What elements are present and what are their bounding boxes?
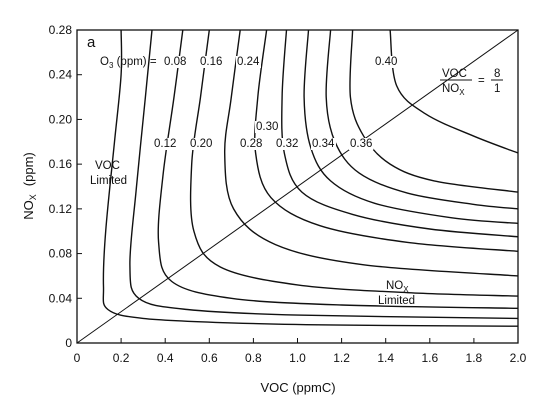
isopleth-0.28 xyxy=(254,29,519,252)
curve-label-0.08: 0.08 xyxy=(164,56,186,68)
y-tick-label: 0.16 xyxy=(49,157,73,171)
x-tick-label: 0 xyxy=(74,351,81,365)
x-tick-label: 0.6 xyxy=(201,351,218,365)
x-tick-label: 1.6 xyxy=(421,351,438,365)
label-halo xyxy=(349,138,374,150)
label-halo xyxy=(255,121,280,133)
label-halo xyxy=(275,138,300,150)
isopleth-0.20 xyxy=(189,29,519,297)
label-halo xyxy=(163,56,188,68)
ratio-label: VOC NOX = 8 1 xyxy=(440,68,503,97)
isopleth-0.32 xyxy=(303,29,519,225)
x-tick-label: 1.8 xyxy=(466,351,483,365)
plot-frame xyxy=(76,29,519,344)
y-tick-label: 0.28 xyxy=(49,23,73,37)
ratio-value-numerator: 8 xyxy=(494,68,500,80)
curve-label-0.36: 0.36 xyxy=(350,138,372,150)
panel-label: a xyxy=(87,34,96,51)
curve-label-0.24: 0.24 xyxy=(237,56,260,68)
isopleth-0.24 xyxy=(223,29,519,277)
y-tick-label: 0.04 xyxy=(49,291,73,305)
x-tick-label: 2.0 xyxy=(510,351,527,365)
label-halo xyxy=(236,56,261,68)
y-tick-label: 0.24 xyxy=(49,68,73,82)
curve-label-0.40: 0.40 xyxy=(375,56,397,68)
y-axis-title-main: NO xyxy=(21,200,36,220)
curve-label-0.20: 0.20 xyxy=(190,138,212,150)
y-tick-label: 0.08 xyxy=(49,247,73,261)
nox-limited-label-1: NOX xyxy=(386,280,409,294)
label-halo xyxy=(239,138,264,150)
isopleth-0.08 xyxy=(102,29,519,327)
nox-limited-label-2: Limited xyxy=(378,295,415,307)
curve-label-0.32: 0.32 xyxy=(276,138,298,150)
curve-label-0.30: 0.30 xyxy=(256,121,278,133)
x-tick-label: 1.4 xyxy=(377,351,394,365)
curve-label-0.28: 0.28 xyxy=(240,138,262,150)
isopleth-0.30 xyxy=(281,29,519,238)
y-tick-label: 0.12 xyxy=(49,202,73,216)
y-tick-label: 0.20 xyxy=(49,112,73,126)
y-axis-title-sub: X xyxy=(28,194,38,200)
y-axis-title-unit: (ppm) xyxy=(21,152,36,186)
ratio-label-denominator: NOX xyxy=(442,83,465,97)
x-tick-label: 1.2 xyxy=(333,351,350,365)
isopleth-0.36 xyxy=(349,29,519,193)
isopleth-0.40 xyxy=(389,29,519,154)
x-axis-title: VOC (ppmC) xyxy=(260,380,335,395)
y-tick-label: 0 xyxy=(65,336,72,350)
curve-label-0.12: 0.12 xyxy=(154,138,176,150)
label-halo xyxy=(311,138,336,150)
x-tick-label: 0.2 xyxy=(113,351,130,365)
label-halo xyxy=(153,138,178,150)
label-halo xyxy=(199,56,224,68)
x-tick-label: 0.4 xyxy=(157,351,174,365)
label-halo xyxy=(374,56,399,68)
x-tick-label: 1.0 xyxy=(289,351,306,365)
svg-text:NOX(ppm): NOX (ppm) xyxy=(21,152,38,219)
isopleth-0.12 xyxy=(129,29,519,320)
isopleth-0.16 xyxy=(157,29,519,309)
curve-label-0.34: 0.34 xyxy=(312,138,335,150)
isopleth-prefix: O3 (ppm) = xyxy=(100,56,157,70)
label-halo xyxy=(189,138,214,150)
isopleth-0.34 xyxy=(325,29,519,210)
ratio-label-numerator: VOC xyxy=(442,68,467,80)
voc-limited-label-2: Limited xyxy=(90,175,127,187)
ratio-value-denominator: 1 xyxy=(494,83,500,95)
ratio-equals: = xyxy=(478,75,485,87)
voc-limited-label-1: VOC xyxy=(95,160,120,172)
curve-label-0.16: 0.16 xyxy=(200,56,222,68)
y-axis-title: NOX (ppm) xyxy=(21,152,38,219)
x-tick-label: 0.8 xyxy=(245,351,262,365)
